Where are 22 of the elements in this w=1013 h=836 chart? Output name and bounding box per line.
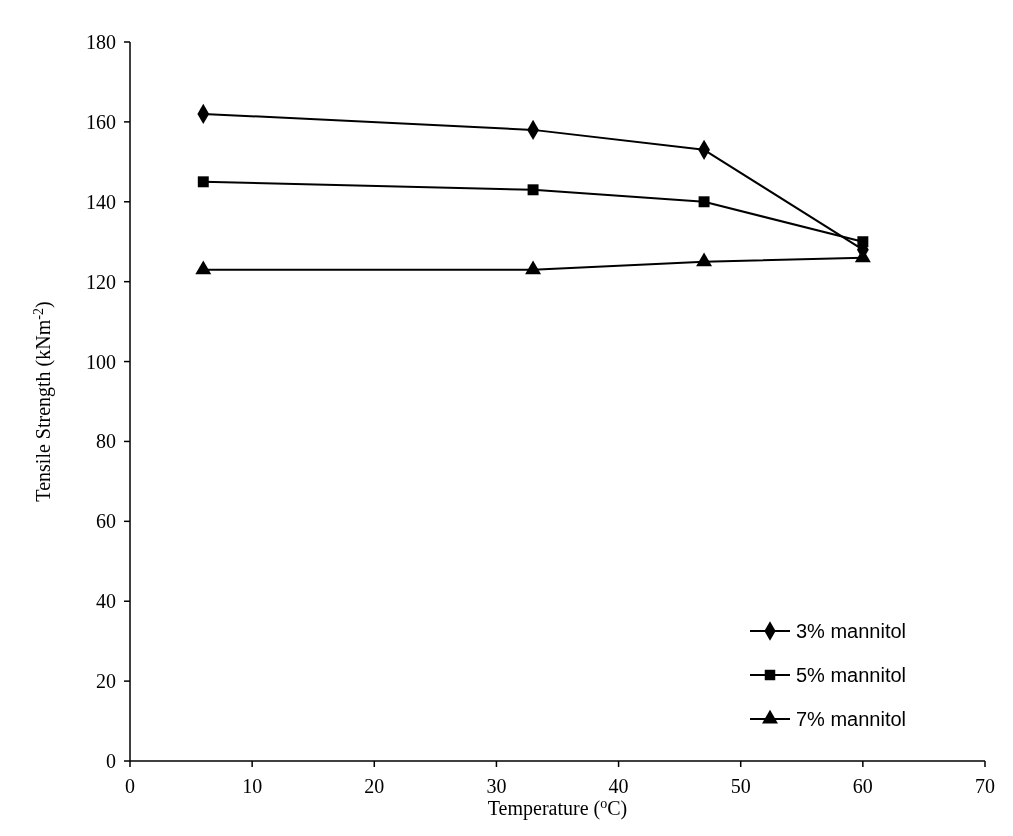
x-tick-label: 70 [975,775,995,797]
x-tick-label: 10 [242,775,263,797]
x-tick-label: 50 [730,775,751,797]
x-tick-label: 0 [125,775,135,797]
x-tick-label: 20 [364,775,385,797]
y-tick-label: 60 [96,510,116,533]
y-tick-label: 40 [96,590,116,613]
legend-label: 5% mannitol [796,664,907,686]
y-tick-label: 140 [86,190,116,213]
x-axis-title: Temperature ($^{o}$C) [487,795,628,820]
y-tick-label: 160 [86,110,116,133]
y-tick-label: 20 [96,670,116,693]
y-tick-label: 80 [96,430,116,453]
y-tick-label: 0 [106,750,116,772]
y-tick-label: 180 [86,31,116,53]
legend-label: 7% mannitol [796,708,907,730]
legend-label: 3% mannitol [796,620,907,642]
x-tick-label: 40 [608,775,629,797]
y-tick-label: 120 [86,270,116,293]
x-tick-label: 60 [852,775,873,797]
x-tick-label: 30 [486,775,507,797]
y-tick-label: 100 [86,350,116,373]
